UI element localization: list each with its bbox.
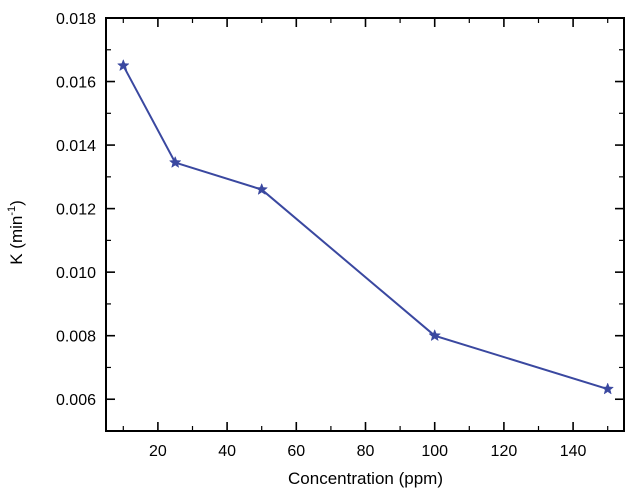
data-point-marker bbox=[601, 382, 615, 395]
y-axis-ticks: 0.006 0.008 0.010 0.012 0.014 0.016 0.018 bbox=[56, 11, 624, 409]
plot-area-border bbox=[105, 17, 625, 432]
y-axis-label: K (min-1) bbox=[6, 200, 26, 265]
data-point-marker bbox=[116, 58, 130, 72]
data-point-marker bbox=[255, 182, 269, 195]
x-tick-label: 20 bbox=[149, 443, 167, 460]
y-tick-label: 0.006 bbox=[56, 392, 96, 409]
y-tick-label: 0.018 bbox=[56, 11, 96, 28]
y-tick-label: 0.016 bbox=[56, 75, 96, 92]
y-tick-label: 0.014 bbox=[56, 138, 96, 155]
x-tick-label: 40 bbox=[218, 443, 236, 460]
x-tick-label: 120 bbox=[491, 443, 518, 460]
x-tick-label: 60 bbox=[287, 443, 305, 460]
y-tick-label: 0.010 bbox=[56, 265, 96, 282]
y-axis-label-main: K (min bbox=[7, 216, 26, 265]
series bbox=[116, 58, 615, 395]
x-tick-label: 140 bbox=[560, 443, 587, 460]
y-axis-label-superscript: -1 bbox=[6, 206, 18, 216]
plot-frame bbox=[105, 17, 625, 432]
x-axis-label: Concentration (ppm) bbox=[288, 469, 443, 488]
y-axis-label-close: ) bbox=[7, 200, 26, 206]
x-tick-label: 100 bbox=[421, 443, 448, 460]
x-axis-ticks: 20 40 60 80 100 120 140 bbox=[149, 18, 587, 460]
x-tick-label: 80 bbox=[357, 443, 375, 460]
minor-ticks bbox=[106, 18, 624, 431]
data-point-marker bbox=[168, 155, 182, 168]
y-tick-label: 0.008 bbox=[56, 329, 96, 346]
series-line bbox=[122, 65, 608, 391]
data-point-marker bbox=[428, 329, 442, 342]
y-tick-label: 0.012 bbox=[56, 202, 96, 219]
